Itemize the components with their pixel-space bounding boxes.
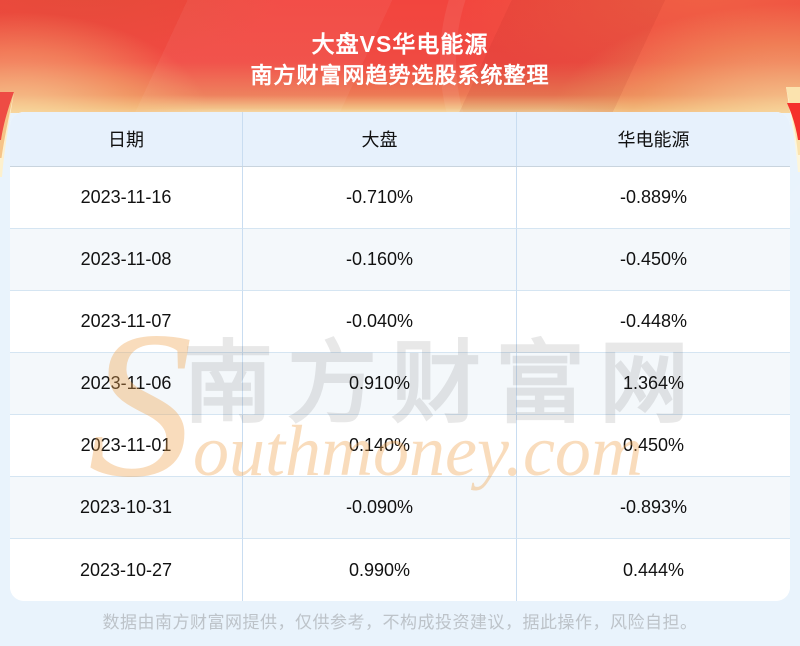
page-subtitle: 南方财富网趋势选股系统整理 bbox=[250, 63, 550, 88]
cell-market-change: -0.090% bbox=[243, 477, 517, 539]
column-header-date: 日期 bbox=[10, 112, 243, 166]
table-header-row: 日期 大盘 华电能源 bbox=[10, 112, 790, 167]
cell-market-change: 0.990% bbox=[243, 539, 517, 601]
table-row: 2023-11-01 0.140% 0.450% bbox=[10, 415, 790, 477]
cell-date: 2023-11-06 bbox=[10, 353, 243, 415]
table-row: 2023-11-16 -0.710% -0.889% bbox=[10, 167, 790, 229]
comparison-table: 日期 大盘 华电能源 2023-11-16 -0.710% -0.889% 20… bbox=[10, 112, 790, 601]
cell-date: 2023-11-16 bbox=[10, 167, 243, 229]
header-banner: 大盘VS华电能源 南方财富网趋势选股系统整理 bbox=[0, 0, 800, 270]
cell-stock-change: 0.444% bbox=[622, 559, 685, 580]
cell-stock-change: -0.448% bbox=[517, 291, 790, 353]
cell-market-change: -0.160% bbox=[243, 229, 517, 291]
cell-date: 2023-11-08 bbox=[10, 229, 243, 291]
column-header-stock: 华电能源 bbox=[617, 130, 690, 150]
cell-market-change: -0.040% bbox=[243, 291, 517, 353]
disclaimer-text: 数据由南方财富网提供，仅供参考，不构成投资建议，据此操作，风险自担。 bbox=[102, 613, 698, 632]
table-row: 2023-11-06 0.910% 1.364% bbox=[10, 353, 790, 415]
cell-stock-change: -0.450% bbox=[517, 229, 790, 291]
ribbon-decoration-right bbox=[786, 87, 800, 172]
cell-stock-change: 0.450% bbox=[517, 415, 790, 477]
table-row: 2023-10-27 0.990% 0.444% bbox=[10, 539, 790, 601]
cell-date: 2023-10-27 bbox=[10, 539, 243, 601]
column-header-market: 大盘 bbox=[243, 112, 517, 166]
table-row: 2023-10-31 -0.090% -0.893% bbox=[10, 477, 790, 539]
cell-date: 2023-10-31 bbox=[10, 477, 243, 539]
cell-market-change: 0.910% bbox=[243, 353, 517, 415]
cell-date: 2023-11-07 bbox=[10, 291, 243, 353]
cell-stock-change: -0.893% bbox=[517, 477, 790, 539]
table-row: 2023-11-07 -0.040% -0.448% bbox=[10, 291, 790, 353]
cell-stock-change: 1.364% bbox=[517, 353, 790, 415]
page-title: 大盘VS华电能源 bbox=[311, 31, 489, 57]
cell-date: 2023-11-01 bbox=[10, 415, 243, 477]
cell-market-change: -0.710% bbox=[243, 167, 517, 229]
table-row: 2023-11-08 -0.160% -0.450% bbox=[10, 229, 790, 291]
cell-market-change: 0.140% bbox=[243, 415, 517, 477]
banner-collage-decoration bbox=[0, 0, 800, 113]
ribbon-decoration-left bbox=[0, 92, 14, 177]
cell-stock-change: -0.889% bbox=[517, 167, 790, 229]
